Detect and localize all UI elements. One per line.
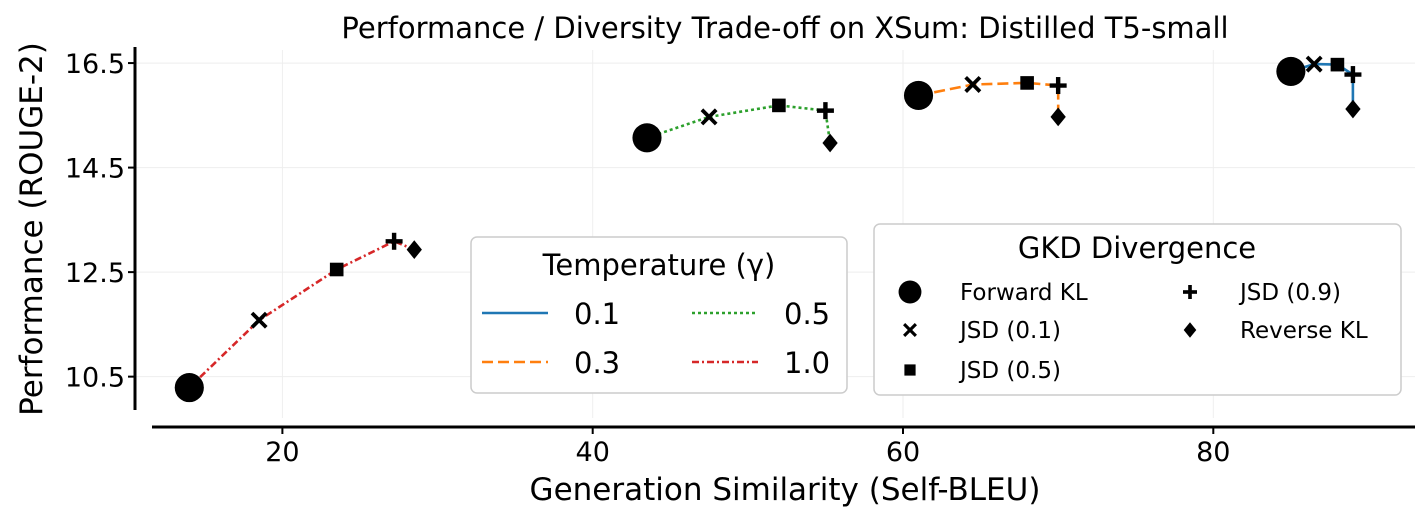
data-point bbox=[964, 76, 982, 93]
legend-temperature-title: Temperature (γ) bbox=[542, 248, 776, 282]
legend-divergence-title: GKD Divergence bbox=[1018, 231, 1256, 265]
data-point bbox=[1345, 99, 1361, 119]
data-point bbox=[406, 240, 422, 259]
y-tick-label: 14.5 bbox=[65, 154, 125, 185]
legend-temperature-label: 0.3 bbox=[574, 346, 620, 380]
legend-temperature: Temperature (γ) 0.1 0.5 0.3 1.0 bbox=[470, 236, 848, 394]
series-layer bbox=[174, 55, 1362, 403]
legend-divergence-label: Reverse KL bbox=[1240, 318, 1368, 344]
data-point bbox=[822, 133, 838, 153]
x-tick-label: 60 bbox=[886, 437, 920, 468]
data-point bbox=[1305, 55, 1323, 73]
data-point bbox=[772, 98, 786, 113]
legend-divergence-label: JSD (0.1) bbox=[958, 318, 1061, 344]
y-tick-label: 12.5 bbox=[65, 258, 125, 289]
x-tick-label: 20 bbox=[265, 437, 299, 468]
y-tick-label: 10.5 bbox=[65, 363, 125, 394]
data-point bbox=[1330, 57, 1345, 72]
x-axis-label: Generation Similarity (Self-BLEU) bbox=[530, 472, 1041, 508]
legend-divergence-label: JSD (0.5) bbox=[958, 358, 1061, 384]
legend-divergence-marker bbox=[903, 323, 917, 337]
legend-divergence: GKD Divergence Forward KL JSD (0.9) JSD (0.… bbox=[873, 223, 1402, 396]
legend-temperature-label: 1.0 bbox=[784, 346, 830, 380]
data-point bbox=[816, 102, 834, 120]
legend-temperature-label: 0.5 bbox=[784, 297, 830, 331]
series-0-5 bbox=[632, 98, 838, 153]
data-point bbox=[385, 232, 403, 250]
legend-temperature-label: 0.1 bbox=[574, 297, 620, 331]
series-0-3 bbox=[903, 76, 1067, 127]
legend-divergence-label: Forward KL bbox=[960, 280, 1088, 306]
series-line bbox=[188, 239, 415, 389]
data-point bbox=[700, 108, 718, 126]
data-point bbox=[174, 373, 204, 403]
legend-divergence-marker bbox=[1183, 285, 1197, 299]
series-1-0 bbox=[174, 232, 422, 403]
legend-divergence-marker bbox=[904, 364, 916, 376]
data-point bbox=[329, 262, 344, 277]
legend-divergence-marker bbox=[898, 280, 922, 304]
y-tick-label: 16.5 bbox=[65, 49, 125, 80]
legend-divergence-marker bbox=[1183, 322, 1197, 338]
y-axis-label: Performance (ROUGE-2) bbox=[14, 42, 50, 416]
data-point bbox=[1276, 56, 1306, 86]
legend-divergence-frame bbox=[873, 223, 1402, 396]
data-point bbox=[1020, 76, 1034, 90]
x-tick-label: 40 bbox=[576, 437, 610, 468]
series-line bbox=[918, 81, 1060, 117]
series-line bbox=[646, 104, 832, 144]
data-point bbox=[250, 311, 268, 329]
data-point bbox=[903, 80, 934, 111]
axes bbox=[133, 47, 1415, 429]
data-point bbox=[632, 123, 662, 153]
series-0-1 bbox=[1276, 55, 1362, 119]
data-point bbox=[1050, 107, 1066, 127]
x-tick-label: 80 bbox=[1196, 437, 1230, 468]
legend-temperature-frame bbox=[470, 236, 848, 394]
data-point bbox=[1049, 77, 1067, 95]
ticks: 20 40 60 80 10.5 12.5 14.5 16.5 bbox=[65, 49, 1231, 468]
chart-title: Performance / Diversity Trade-off on XSu… bbox=[341, 11, 1228, 45]
data-point bbox=[1344, 66, 1362, 84]
legend-divergence-label: JSD (0.9) bbox=[1238, 280, 1341, 306]
